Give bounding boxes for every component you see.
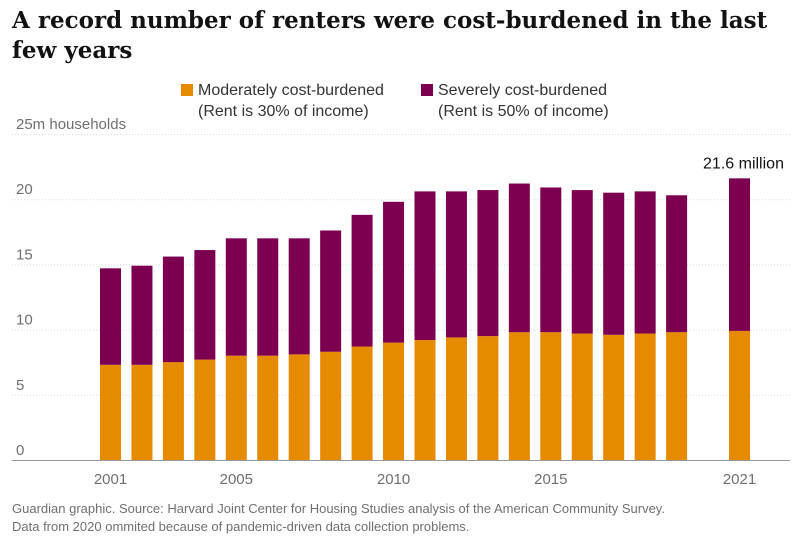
y-tick-label: 20 [16,181,33,198]
bar-severe [508,183,530,333]
bar-moderate [445,337,467,460]
legend-label-severe: Severely cost-burdened [438,82,607,99]
bar-severe [162,256,184,363]
bar-severe [194,250,216,360]
bar-moderate [257,355,279,460]
bar-severe [288,238,310,355]
bar-moderate [100,364,121,460]
bar-severe [540,187,562,333]
bars [100,178,750,460]
bar-severe [131,265,153,365]
x-tick-label: 2015 [534,471,567,488]
legend-swatch-severe [421,84,433,96]
bar-severe [100,268,121,365]
bar-severe [257,238,279,356]
axis-labels: 0 5 10 15 20 25m households 2001 2005 2010 2015 20… [16,116,784,488]
legend-sublabel-severe: (Rent is 50% of income) [438,103,609,120]
y-tick-label: 5 [16,377,24,394]
legend-swatch-moderate [181,84,193,96]
source-footer: Guardian graphic. Source: Harvard Joint … [12,500,792,536]
legend-label-moderate: Moderately cost-burdened [198,82,384,99]
bar-moderate [571,333,593,460]
bar-moderate [288,354,310,460]
bar-severe [320,230,342,352]
bar-severe [351,214,373,347]
bar-moderate [508,332,530,460]
bar-moderate [162,362,184,460]
y-tick-label: 25m households [16,116,126,133]
bar-moderate [729,330,750,460]
bar-moderate [634,333,656,460]
y-tick-label: 0 [16,442,24,459]
y-tick-label: 15 [16,246,33,263]
source-note: Guardian graphic. Source: Harvard Joint … [12,501,665,516]
bar-moderate [477,336,499,460]
x-tick-label: 2010 [377,471,410,488]
bar-severe [603,192,625,335]
bar-moderate [383,342,405,460]
bar-severe [571,190,593,334]
y-tick-label: 10 [16,312,33,329]
data-note: Data from 2020 ommited because of pandem… [12,519,470,534]
chart-title: A record number of renters were cost-bur… [12,7,768,64]
bar-severe [383,201,405,343]
bar-moderate [603,334,625,460]
bar-severe [445,191,467,338]
bar-moderate [351,346,373,460]
bar-severe [477,190,499,337]
x-tick-label: 2021 [723,471,756,488]
total-annotation: 21.6 million [703,155,784,172]
bar-severe [225,238,247,356]
bar-severe [634,191,656,334]
bar-moderate [225,355,247,460]
bar-severe [666,195,688,333]
bar-moderate [320,351,342,460]
bar-severe [729,178,750,331]
x-tick-label: 2001 [94,471,127,488]
bar-moderate [194,359,216,460]
bar-moderate [666,332,688,460]
bar-moderate [131,364,153,460]
bar-moderate [414,340,436,460]
bar-severe [414,191,436,341]
x-tick-label: 2005 [220,471,253,488]
bar-moderate [540,332,562,460]
legend-sublabel-moderate: (Rent is 30% of income) [198,103,369,120]
